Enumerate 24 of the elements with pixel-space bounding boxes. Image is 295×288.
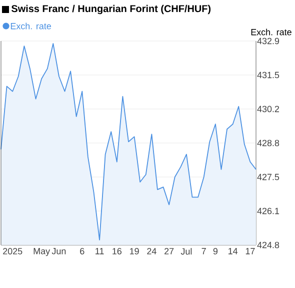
y-tick-label: 426.1: [257, 208, 280, 214]
chart-title: Swiss Franc / Hungarian Forint (CHF/HUF): [11, 4, 211, 14]
x-tick-label: 24: [147, 248, 156, 254]
x-tick-label: May: [34, 248, 50, 256]
y-axis-title: Exch. rate: [251, 28, 292, 36]
legend-label: Exch. rate: [10, 22, 51, 30]
y-tick-label: 428.8: [257, 140, 280, 146]
x-tick-label: 27: [164, 248, 174, 254]
x-tick-label: 14: [228, 248, 238, 254]
x-tick-label: 2025: [3, 248, 22, 254]
y-tick-label: 427.5: [257, 174, 280, 180]
x-tick-label: 9: [213, 248, 218, 254]
x-tick-label: 6: [80, 248, 84, 254]
x-tick-label: Jun: [52, 248, 66, 254]
x-tick-label: 7: [202, 248, 206, 254]
y-tick-label: 431.5: [257, 72, 280, 78]
x-tick-label: 16: [112, 248, 122, 254]
x-tick-label: 17: [246, 248, 255, 254]
y-tick-label: 432.9: [257, 38, 280, 44]
x-tick-label: 11: [96, 248, 104, 254]
x-tick-label: Jul: [180, 248, 192, 255]
y-tick-label: 430.2: [257, 106, 279, 112]
y-tick-label: 424.8: [257, 242, 280, 248]
x-tick-label: 19: [130, 248, 139, 254]
